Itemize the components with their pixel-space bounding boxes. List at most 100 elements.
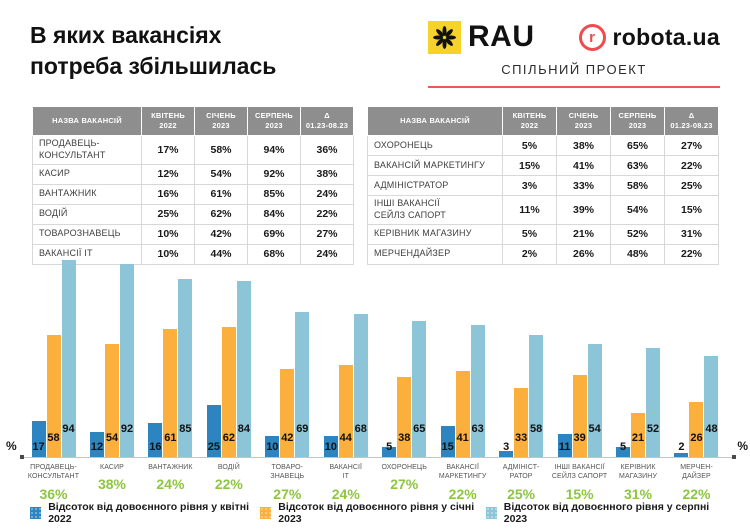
vacancy-value-cell: 11% (502, 195, 557, 225)
vacancy-value-cell: 31% (664, 223, 719, 245)
column-header: СІЧЕНЬ 2023 (194, 105, 248, 137)
bar-value-label: 68 (354, 423, 367, 435)
vacancy-value-cell: 44% (194, 243, 248, 265)
bar-value-label: 58 (47, 432, 60, 444)
column-header: НАЗВА ВАКАНСІЙ (367, 105, 503, 137)
legend-swatch-august-2023 (485, 507, 497, 519)
x-axis-category: ВАКАНСІЇ ІТ 24% (322, 463, 369, 502)
table-row: ВОДІЙ 25% 62% 84% 22% (32, 203, 354, 225)
bar-april-2022 (89, 431, 104, 457)
bar-value-label: 3 (503, 441, 510, 453)
bar-august-2023 (704, 356, 719, 457)
column-header: КВІТЕНЬ 2022 (141, 105, 195, 137)
vacancy-value-cell: 17% (141, 135, 195, 165)
bar-april-2022 (674, 452, 689, 457)
vacancy-name-cell: ОХОРОНЕЦЬ (367, 135, 503, 157)
vacancy-value-cell: 5% (502, 135, 557, 157)
bar-april-2022 (382, 446, 397, 457)
bar-january-2023 (689, 402, 704, 457)
x-axis-category: ПРОДАВЕЦЬ- КОНСУЛЬТАНТ 36% (28, 463, 79, 502)
bar-group: 15 41 63 (439, 256, 486, 457)
vacancy-value-cell: 21% (556, 223, 611, 245)
table-row: ВАКАНСІЇ ІТ 10% 44% 68% 24% (32, 243, 354, 265)
vacancy-value-cell: 15% (502, 155, 557, 177)
page-title-line2: потреба збільшилась (30, 53, 277, 80)
x-axis-line (22, 457, 734, 458)
x-axis-left-endpoint (20, 455, 24, 459)
column-header: Δ 01.23-08.23 (300, 105, 354, 137)
column-header: СЕРПЕНЬ 2023 (610, 105, 665, 137)
vacancy-value-cell: 2% (502, 243, 557, 265)
bar-august-2023 (236, 280, 251, 457)
bar-value-label: 38 (398, 432, 411, 444)
chart-legend: Відсоток від довоєнного рівня у квітні 2… (30, 501, 720, 525)
x-axis-category: ІНШІ ВАКАНСІЇ СЕЙЛЗ САПОРТ 15% (552, 463, 607, 502)
vacancy-name-cell: ІНШІ ВАКАНСІЇ СЕЙЛЗ САПОРТ (367, 195, 503, 225)
vacancy-table-right: НАЗВА ВАКАНСІЙ КВІТЕНЬ 2022 СІЧЕНЬ 2023 СЕР… (367, 105, 719, 265)
robota-r-icon: r (578, 23, 606, 51)
bar-value-label: 16 (149, 441, 162, 453)
bar-august-2023 (470, 324, 485, 457)
vacancy-value-cell: 27% (300, 223, 354, 245)
category-label: ОХОРОНЕЦЬ (381, 464, 427, 471)
vacancy-value-cell: 38% (556, 135, 611, 157)
category-delta-label: 15% (565, 485, 594, 502)
rau-star-icon (428, 20, 461, 54)
bar-value-label: 69 (296, 423, 309, 435)
bar-value-label: 39 (573, 432, 586, 444)
bar-value-label: 54 (105, 432, 119, 444)
vacancy-value-cell: 12% (141, 163, 195, 185)
vacancy-value-cell: 85% (247, 183, 301, 205)
vacancy-value-cell: 69% (247, 223, 301, 245)
vacancy-value-cell: 38% (300, 163, 354, 185)
bar-january-2023 (221, 326, 236, 457)
vacancy-value-cell: 58% (610, 175, 665, 197)
x-axis-labels: ПРОДАВЕЦЬ- КОНСУЛЬТАНТ 36% КАСИР 38% ВАНТАЖН… (28, 463, 720, 502)
vacancy-value-cell: 27% (664, 135, 719, 157)
vacancy-name-cell: АДМІНІСТРАТОР (367, 175, 503, 197)
category-label: ВАКАНСІЇ ІТ (329, 464, 363, 481)
category-label: ВОДІЙ (217, 464, 240, 471)
table-row: МЕРЧЕНДАЙЗЕР 2% 26% 48% 22% (367, 243, 719, 265)
rau-logo: RAU (428, 20, 535, 54)
bar-group: 5 21 52 (615, 256, 662, 457)
category-label: ПРОДАВЕЦЬ- КОНСУЛЬТАНТ (27, 464, 80, 481)
category-label: ВАНТАЖНИК (148, 464, 193, 471)
vacancy-name-cell: ВАНТАЖНИК (32, 183, 142, 205)
bar-group: 11 39 54 (556, 256, 603, 457)
category-delta-label: 38% (97, 476, 126, 493)
x-axis-category: КАСИР 38% (88, 463, 135, 502)
bar-group: 16 61 85 (147, 256, 194, 457)
bar-value-label: 17 (32, 441, 45, 453)
x-axis-category: ТОВАРО- ЗНАВЕЦЬ 27% (264, 463, 311, 502)
vacancy-value-cell: 62% (194, 203, 248, 225)
vacancy-value-cell: 84% (247, 203, 301, 225)
vacancy-name-cell: ТОВАРОЗНАВЕЦЬ (32, 223, 142, 245)
column-header: Δ 01.23-08.23 (664, 105, 719, 137)
vacancy-value-cell: 58% (194, 135, 248, 165)
bar-value-label: 11 (558, 441, 571, 453)
bar-value-label: 26 (690, 432, 703, 444)
vacancy-value-cell: 22% (664, 155, 719, 177)
bar-january-2023 (514, 387, 529, 457)
bar-april-2022 (31, 421, 46, 457)
bar-value-label: 33 (515, 432, 528, 444)
x-axis-category: ВАНТАЖНИК 24% (147, 463, 194, 502)
bar-april-2022 (265, 436, 280, 457)
vacancy-value-cell: 52% (610, 223, 665, 245)
bar-april-2022 (206, 404, 221, 457)
table-row: КЕРІВНИК МАГАЗИНУ 5% 21% 52% 31% (367, 223, 719, 245)
column-header: СЕРПЕНЬ 2023 (247, 105, 301, 137)
table-row: ТОВАРОЗНАВЕЦЬ 10% 42% 69% 27% (32, 223, 354, 245)
category-delta-label: 22% (448, 485, 477, 502)
bar-april-2022 (616, 446, 631, 457)
vacancy-value-cell: 16% (141, 183, 195, 205)
robota-logo: r robota.ua (578, 23, 720, 51)
bar-value-label: 44 (339, 432, 352, 444)
bar-value-label: 48 (705, 423, 718, 435)
bar-january-2023 (104, 343, 119, 457)
x-axis-category: АДМІНІСТ- РАТОР 25% (498, 463, 545, 502)
category-label: ТОВАРО- ЗНАВЕЦЬ (270, 464, 305, 481)
bar-august-2023 (295, 312, 310, 457)
vacancy-value-cell: 24% (300, 183, 354, 205)
